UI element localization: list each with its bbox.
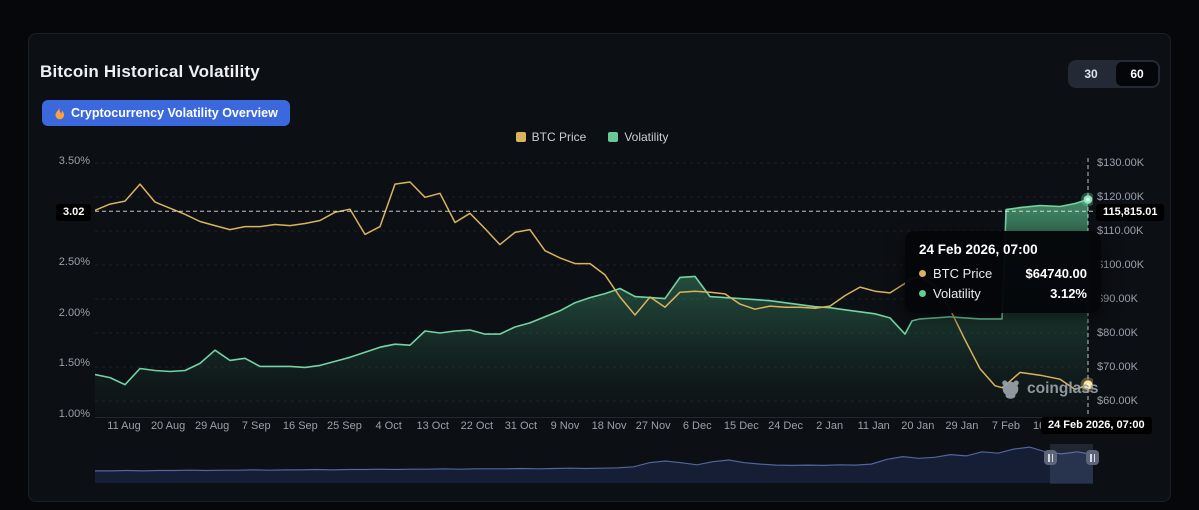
x-axis-label: 18 Nov: [592, 420, 627, 432]
tooltip-value-volatility: 3.12%: [1050, 286, 1087, 301]
btc-price-swatch-icon: [515, 132, 526, 142]
y-axis-right-label: $110.00K: [1097, 225, 1144, 237]
x-axis-label: 29 Aug: [195, 420, 229, 432]
x-axis-label: 7 Feb: [992, 420, 1020, 432]
coinglass-text: coinglass: [1027, 380, 1099, 397]
tooltip-label-btc: BTC Price: [933, 266, 993, 281]
x-axis-label: 4 Oct: [375, 420, 401, 432]
x-axis-label: 13 Oct: [417, 420, 449, 432]
x-axis-label: 7 Sep: [242, 420, 271, 432]
volatility-overview-button[interactable]: Cryptocurrency Volatility Overview: [42, 100, 290, 126]
x-axis-label: 20 Jan: [901, 420, 934, 432]
chart-tooltip: 24 Feb 2026, 07:00 BTC Price $64740.00 V…: [905, 231, 1101, 313]
x-axis-label: 9 Nov: [551, 420, 580, 432]
x-axis-label: 27 Nov: [636, 420, 671, 432]
y-axis-right-label: $70.00K: [1097, 361, 1138, 373]
y-axis-left-label: 2.50%: [58, 256, 90, 269]
volatility-line: [95, 198, 1089, 386]
crosshair-price-badge: 115,815.01: [1096, 204, 1165, 221]
coinglass-watermark: coinglass: [1000, 379, 1099, 399]
volatility-swatch-icon: [608, 132, 619, 142]
x-axis-label: 22 Oct: [461, 420, 493, 432]
x-axis-label: 20 Aug: [151, 420, 185, 432]
y-axis-left-label: 2.00%: [58, 306, 90, 319]
volatility-area: [95, 199, 1088, 416]
y-axis-right-label: $80.00K: [1097, 327, 1138, 339]
tooltip-row-btc-price: BTC Price $64740.00: [919, 266, 1087, 281]
tooltip-value-btc: $64740.00: [1025, 266, 1087, 281]
range-toggle: 30 60: [1068, 60, 1160, 88]
x-axis-label: 6 Dec: [683, 420, 712, 432]
tooltip-date: 24 Feb 2026, 07:00: [919, 242, 1038, 257]
x-axis-label: 11 Aug: [107, 420, 140, 432]
x-axis-label: 15 Dec: [724, 420, 759, 432]
legend-item-volatility[interactable]: Volatility: [608, 130, 668, 144]
x-axis-label: 25 Sep: [327, 420, 362, 432]
chart-legend: BTC Price Volatility: [95, 130, 1089, 144]
btc-last-point-core: [1086, 383, 1090, 387]
page-title: Bitcoin Historical Volatility: [40, 62, 260, 81]
legend-label-volatility: Volatility: [624, 130, 669, 144]
y-axis-right-label: $90.00K: [1097, 293, 1138, 305]
legend-item-btc-price[interactable]: BTC Price: [515, 130, 587, 144]
x-axis-label: 11 Jan: [858, 420, 890, 432]
navigator-chart[interactable]: [95, 444, 1093, 484]
x-axis-label: 16 Sep: [283, 420, 318, 432]
legend-label-btc-price: BTC Price: [531, 130, 587, 144]
y-axis-right-label: $60.00K: [1097, 395, 1138, 407]
x-axis-label: 31 Oct: [505, 420, 537, 432]
volatility-overview-label: Cryptocurrency Volatility Overview: [71, 106, 278, 120]
crosshair-date-badge: 24 Feb 2026, 07:00: [1041, 417, 1152, 434]
navigator-handle-left[interactable]: [1044, 450, 1057, 465]
y-axis-left-label: 1.00%: [58, 408, 90, 420]
range-option-60[interactable]: 60: [1116, 62, 1158, 86]
y-axis-right-label: $100.00K: [1097, 259, 1145, 271]
navigator-area: [95, 447, 1093, 483]
volatility-dot-icon: [919, 290, 926, 297]
y-axis-right-label: $120.00K: [1097, 191, 1145, 203]
coinglass-bear-icon: [1000, 379, 1021, 399]
flame-icon: [54, 106, 65, 120]
tooltip-label-volatility: Volatility: [933, 286, 981, 301]
x-axis-label: 24 Dec: [768, 420, 803, 432]
x-axis-label: 29 Jan: [945, 420, 978, 432]
range-option-30[interactable]: 30: [1084, 67, 1098, 81]
x-axis-label: 2 Jan: [816, 420, 843, 432]
navigator-line: [95, 446, 1093, 472]
btc-price-dot-icon: [919, 270, 926, 277]
y-axis-left-label: 1.50%: [58, 357, 90, 370]
navigator-handle-right[interactable]: [1086, 450, 1099, 465]
navigator-selection[interactable]: [1050, 444, 1093, 484]
y-axis-right-label: $130.00K: [1097, 157, 1145, 169]
y-axis-left-label: 3.50%: [58, 155, 90, 167]
volatility-last-point-core: [1086, 197, 1090, 202]
tooltip-row-volatility: Volatility 3.12%: [919, 286, 1087, 301]
crosshair-volatility-badge: 3.02: [56, 204, 92, 221]
